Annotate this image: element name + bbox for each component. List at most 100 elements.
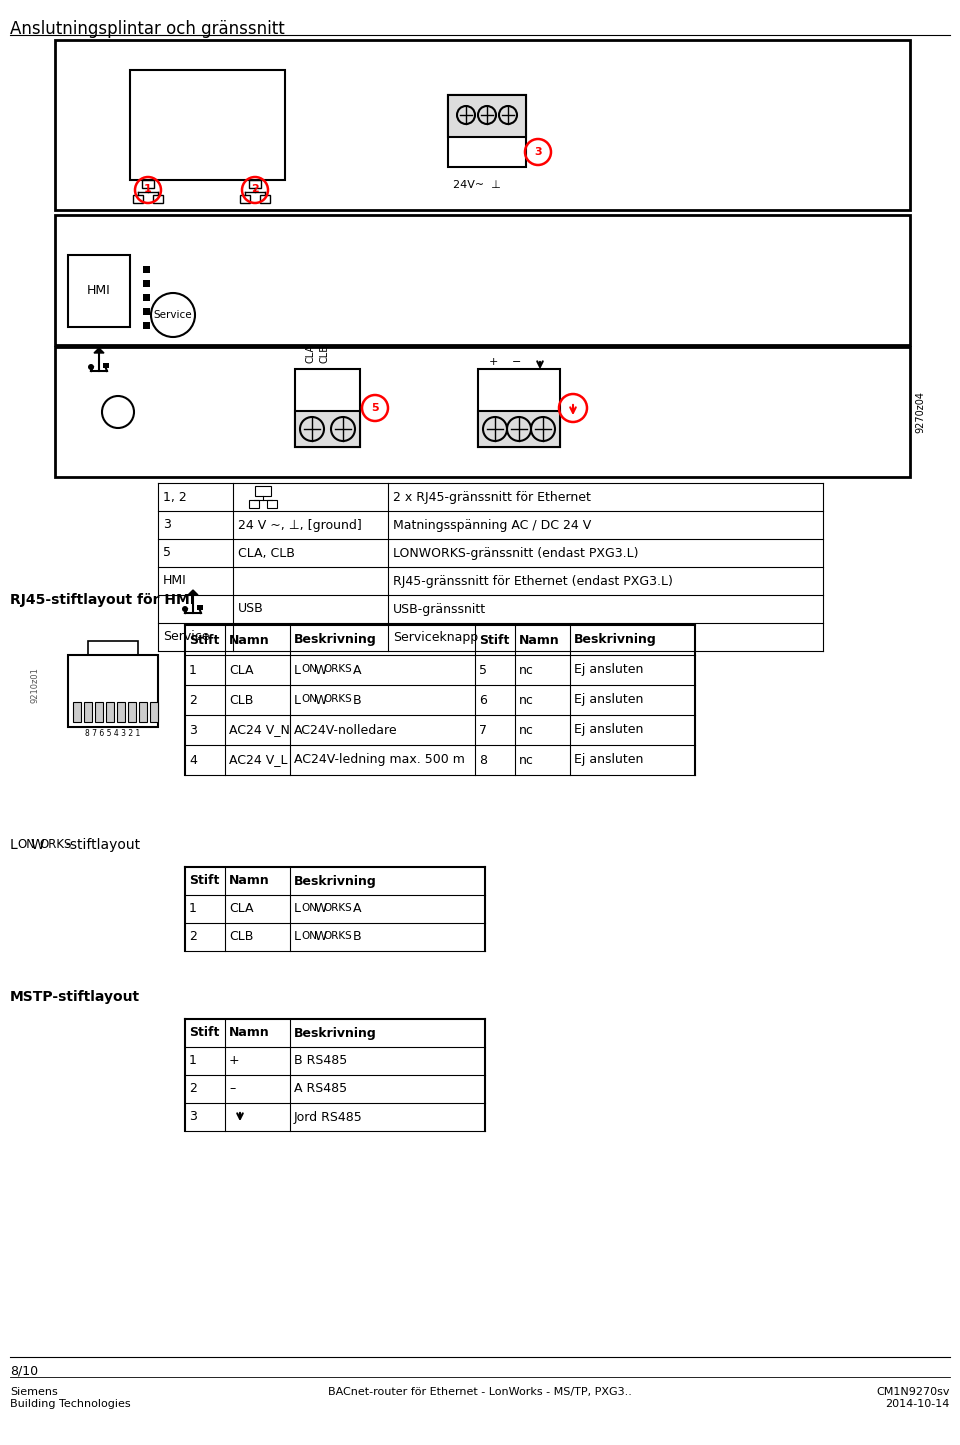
Text: 8/10: 8/10 — [10, 1366, 38, 1379]
Text: 1: 1 — [189, 663, 197, 676]
Bar — [448, 95, 526, 137]
Text: CLA: CLA — [229, 663, 253, 676]
Text: 1: 1 — [189, 1055, 197, 1068]
Bar — [117, 702, 125, 722]
Text: AC24V-nolledare: AC24V-nolledare — [294, 724, 397, 737]
Text: Serviceknapp: Serviceknapp — [393, 630, 478, 643]
Bar — [295, 368, 360, 447]
Text: Service: Service — [154, 311, 192, 319]
Text: 8 7 6 5 4 3 2 1: 8 7 6 5 4 3 2 1 — [85, 728, 140, 737]
Text: AC24V-ledning max. 500 m: AC24V-ledning max. 500 m — [294, 753, 465, 766]
Text: BACnet-router för Ethernet - LonWorks - MS/TP, PXG3..: BACnet-router för Ethernet - LonWorks - … — [328, 1387, 632, 1397]
Text: Service: Service — [163, 630, 209, 643]
Bar — [143, 308, 150, 315]
Text: CLA, CLB: CLA, CLB — [238, 546, 295, 559]
Text: nc: nc — [519, 663, 534, 676]
Text: 2: 2 — [252, 184, 259, 194]
Bar — [143, 266, 150, 273]
Text: HMI: HMI — [87, 285, 110, 298]
Text: 1: 1 — [189, 903, 197, 916]
Bar — [55, 347, 910, 477]
Bar — [478, 410, 560, 447]
Text: CLB: CLB — [229, 931, 253, 944]
Text: CLA: CLA — [305, 344, 315, 363]
FancyArrow shape — [94, 348, 104, 353]
Text: ON: ON — [17, 838, 35, 851]
Text: AC24 V_L: AC24 V_L — [229, 753, 287, 766]
Text: 9270z04: 9270z04 — [915, 392, 925, 434]
Bar — [95, 702, 103, 722]
Text: 24 V ~, ⊥, [ground]: 24 V ~, ⊥, [ground] — [238, 519, 362, 532]
Text: Ej ansluten: Ej ansluten — [574, 724, 643, 737]
Text: nc: nc — [519, 724, 534, 737]
Bar — [139, 702, 147, 722]
Bar — [260, 195, 270, 202]
Bar — [55, 40, 910, 210]
Bar — [106, 702, 114, 722]
Text: CLB: CLB — [229, 694, 253, 707]
Text: 7: 7 — [479, 724, 487, 737]
Text: 1, 2: 1, 2 — [163, 490, 187, 503]
Text: Jord RS485: Jord RS485 — [294, 1111, 363, 1124]
Bar — [240, 195, 250, 202]
Text: W: W — [315, 931, 327, 944]
Bar — [143, 293, 150, 301]
Text: 6: 6 — [479, 694, 487, 707]
Circle shape — [182, 605, 188, 613]
Bar — [143, 322, 150, 329]
Text: Namn: Namn — [229, 1026, 270, 1039]
Bar — [197, 605, 203, 610]
Text: L: L — [294, 694, 301, 707]
Text: ORKS: ORKS — [323, 694, 351, 704]
Text: W: W — [315, 903, 327, 916]
Bar — [84, 702, 92, 722]
Bar — [150, 702, 158, 722]
Bar — [130, 69, 285, 181]
Text: 5: 5 — [163, 546, 171, 559]
Text: L: L — [294, 903, 301, 916]
Text: MSTP-stiftlayout: MSTP-stiftlayout — [10, 990, 140, 1004]
Text: A: A — [349, 903, 362, 916]
Text: Beskrivning: Beskrivning — [574, 633, 657, 646]
Text: 3: 3 — [189, 724, 197, 737]
Text: 1: 1 — [144, 184, 152, 194]
Text: B: B — [349, 694, 362, 707]
Text: nc: nc — [519, 753, 534, 766]
Text: 2: 2 — [189, 931, 197, 944]
Bar — [249, 181, 261, 188]
Text: ON: ON — [301, 665, 317, 673]
Text: W: W — [315, 694, 327, 707]
Circle shape — [88, 364, 94, 370]
Text: -stiftlayout: -stiftlayout — [65, 838, 140, 853]
Text: Beskrivning: Beskrivning — [294, 633, 376, 646]
Text: Anslutningsplintar och gränssnitt: Anslutningsplintar och gränssnitt — [10, 20, 285, 38]
Text: ORKS: ORKS — [323, 931, 351, 941]
Text: B: B — [349, 931, 362, 944]
Text: Beskrivning: Beskrivning — [294, 874, 376, 887]
Text: CLA: CLA — [229, 903, 253, 916]
Bar — [103, 363, 109, 368]
Text: HMI: HMI — [163, 575, 187, 588]
Bar — [68, 254, 130, 327]
Text: CM1N9270sv
2014-10-14: CM1N9270sv 2014-10-14 — [876, 1387, 950, 1409]
Text: Ej ansluten: Ej ansluten — [574, 663, 643, 676]
Text: ORKS: ORKS — [39, 838, 71, 851]
Bar — [133, 195, 143, 202]
Text: Stift: Stift — [189, 633, 220, 646]
Text: L: L — [294, 663, 301, 676]
Bar — [143, 280, 150, 288]
Text: Namn: Namn — [519, 633, 560, 646]
Text: ON: ON — [301, 694, 317, 704]
Text: Ej ansluten: Ej ansluten — [574, 753, 643, 766]
Text: 5: 5 — [372, 403, 379, 413]
Text: +: + — [489, 357, 498, 367]
Bar — [478, 368, 560, 447]
Text: Matningsspänning AC / DC 24 V: Matningsspänning AC / DC 24 V — [393, 519, 591, 532]
Bar — [448, 95, 526, 168]
Text: AC24 V_N: AC24 V_N — [229, 724, 290, 737]
Text: −: − — [512, 357, 521, 367]
Bar — [55, 215, 910, 345]
Bar — [88, 642, 138, 655]
Text: 9210z01: 9210z01 — [31, 668, 39, 702]
Text: 2: 2 — [189, 694, 197, 707]
